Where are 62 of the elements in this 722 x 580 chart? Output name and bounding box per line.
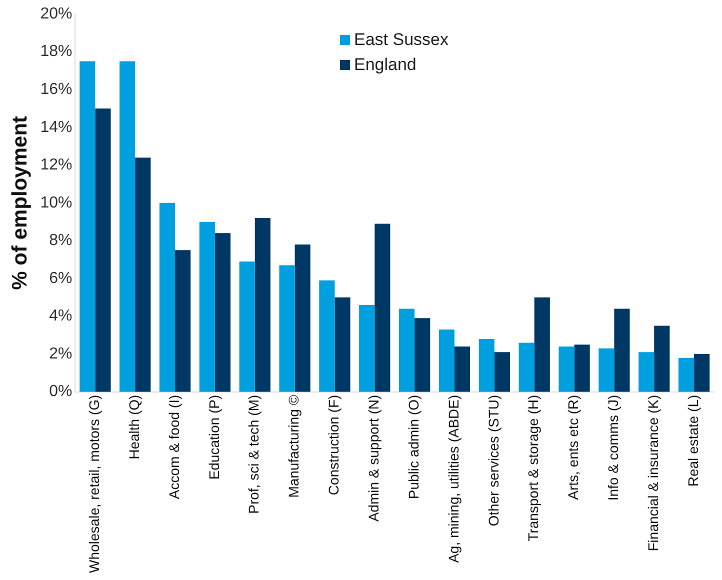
y-tick-label: 4%: [49, 308, 72, 325]
bar: [518, 342, 534, 392]
bar: [574, 344, 590, 392]
legend-label: England: [354, 55, 416, 75]
bar: [175, 250, 191, 392]
x-tick-label: Admin & support (N): [366, 394, 382, 522]
bar: [95, 108, 111, 392]
y-tick-label: 6%: [49, 270, 72, 287]
y-tick-label: 10%: [40, 194, 72, 212]
y-tick-label: 16%: [40, 80, 72, 98]
x-tick-label: Transport & storage (H): [525, 394, 542, 542]
bar: [454, 346, 470, 392]
y-axis-title: % of employment: [8, 116, 32, 290]
x-tick-label: Prof, sci & tech (M): [246, 394, 262, 514]
x-tick-label: Financial & insurance (K): [644, 394, 661, 552]
bar: [80, 61, 96, 392]
x-tick-label: Wholesale, retail, motors (G): [86, 394, 102, 574]
y-tick-label: 8%: [49, 232, 72, 250]
bar: [159, 202, 176, 392]
bar: [638, 352, 654, 392]
bar: [319, 280, 335, 392]
bar: [359, 304, 375, 392]
bar: [214, 233, 231, 392]
bar: [678, 358, 694, 392]
y-tick-label: 14%: [40, 118, 72, 136]
y-tick-label: 20%: [40, 5, 72, 22]
y-tick-label: 18%: [40, 43, 72, 60]
bar: [294, 244, 310, 392]
x-tick-label: Manufacturing ©: [286, 394, 302, 498]
bar: [135, 158, 151, 392]
x-tick-label: Public admin (O): [405, 394, 422, 500]
x-tick-label: Education (P): [206, 394, 222, 480]
x-tick-label: Construction (F): [326, 394, 342, 496]
x-tick-label: Info & comms (J): [605, 394, 622, 501]
bar: [239, 261, 255, 392]
bar: [558, 346, 574, 392]
bar: [254, 218, 270, 392]
x-tick-label: Real estate (L): [684, 394, 701, 487]
bar: [478, 338, 494, 392]
bar: [279, 265, 295, 392]
y-tick-label: 0%: [49, 383, 72, 400]
bar: [414, 318, 430, 392]
bar: [374, 224, 390, 392]
bar: [334, 297, 350, 392]
x-tick-label: Health (Q): [126, 394, 142, 460]
bar: [534, 297, 550, 392]
x-tick-label: Accom & food (I): [166, 394, 182, 500]
bar: [654, 326, 670, 392]
legend-label: East Sussex: [354, 30, 448, 50]
bar: [120, 61, 136, 392]
bar: [614, 308, 630, 392]
x-tick-label: Ag, mining, utilities (ABDE): [445, 394, 462, 563]
bar: [598, 348, 614, 392]
y-tick-label: 12%: [40, 156, 72, 174]
bar: [199, 222, 215, 392]
y-tick-label: 2%: [49, 345, 72, 362]
x-tick-label: Arts, ents etc (R): [565, 394, 582, 500]
bar: [399, 308, 415, 392]
bar: [494, 352, 510, 392]
bar: [694, 354, 710, 392]
x-tick-label: Other services (STU): [485, 394, 502, 526]
bar: [438, 330, 454, 392]
